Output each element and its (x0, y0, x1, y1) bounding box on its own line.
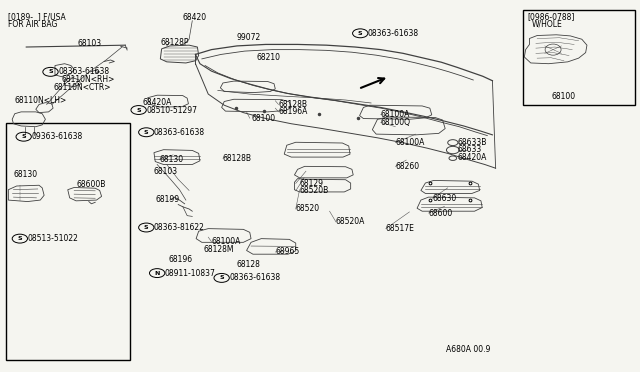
Text: 68100Q: 68100Q (381, 118, 411, 127)
Text: 99072: 99072 (237, 33, 261, 42)
Bar (523, 10, 635, 105)
Text: 68128B: 68128B (223, 154, 252, 163)
Text: S: S (220, 275, 224, 280)
Text: 68420: 68420 (182, 13, 207, 22)
Text: 08363-81622: 08363-81622 (154, 223, 205, 232)
Text: 68633: 68633 (458, 145, 482, 154)
Text: 08363-61638: 08363-61638 (368, 29, 419, 38)
Bar (6, 123, 131, 360)
Text: W/HOLE: W/HOLE (532, 19, 563, 28)
Text: 68100A: 68100A (211, 237, 241, 246)
Text: 68196: 68196 (169, 255, 193, 264)
Text: 68100A: 68100A (381, 110, 410, 119)
Text: 08911-10837: 08911-10837 (164, 269, 215, 278)
Text: FOR AIR BAG: FOR AIR BAG (8, 20, 58, 29)
Text: [0189-  ] F/USA: [0189- ] F/USA (8, 13, 66, 22)
Text: 68129: 68129 (300, 179, 324, 188)
Text: 68517E: 68517E (386, 224, 415, 233)
Text: 68128B: 68128B (278, 100, 307, 109)
Text: 68128: 68128 (237, 260, 261, 269)
Text: 68128M: 68128M (203, 244, 234, 253)
Text: S: S (358, 31, 362, 36)
Text: [0986-0788]: [0986-0788] (527, 12, 574, 21)
Text: 68420A: 68420A (143, 98, 172, 107)
Text: 68130: 68130 (13, 170, 38, 179)
Text: S: S (21, 134, 26, 139)
Text: 68103: 68103 (154, 167, 178, 176)
Text: 68110N<CTR>: 68110N<CTR> (53, 83, 111, 92)
Text: 68420A: 68420A (458, 153, 487, 161)
Text: 68260: 68260 (396, 162, 419, 171)
Text: 68128P: 68128P (161, 38, 189, 47)
Text: 68103: 68103 (77, 39, 102, 48)
Text: 08510-51297: 08510-51297 (147, 106, 197, 115)
Text: 68100A: 68100A (396, 138, 425, 147)
Text: 68600: 68600 (429, 209, 453, 218)
Text: S: S (136, 108, 141, 112)
Text: 68110N<LH>: 68110N<LH> (15, 96, 67, 105)
Text: 68520: 68520 (296, 205, 320, 214)
Text: 68600B: 68600B (76, 180, 106, 189)
Text: 68210: 68210 (256, 52, 280, 61)
Text: 68520B: 68520B (300, 186, 329, 195)
Text: 09363-61638: 09363-61638 (31, 132, 83, 141)
Text: 08363-61638: 08363-61638 (229, 273, 280, 282)
Text: N: N (154, 270, 160, 276)
Text: 68630: 68630 (433, 194, 457, 203)
Text: S: S (144, 130, 148, 135)
Text: 68199: 68199 (156, 195, 180, 204)
Text: 68100: 68100 (252, 114, 276, 123)
Text: 08513-51022: 08513-51022 (28, 234, 78, 243)
Text: S: S (48, 69, 53, 74)
Text: 68130: 68130 (159, 155, 183, 164)
Text: A680A 00.9: A680A 00.9 (447, 345, 491, 354)
Text: S: S (17, 236, 22, 241)
Text: 68633B: 68633B (458, 138, 487, 147)
Text: 68100: 68100 (551, 92, 575, 101)
Text: 68520A: 68520A (336, 218, 365, 227)
Text: S: S (144, 225, 148, 230)
Text: 68965: 68965 (275, 247, 300, 256)
Text: 08363-61638: 08363-61638 (154, 128, 205, 137)
Text: 68110N<RH>: 68110N<RH> (61, 75, 115, 84)
Text: 68196A: 68196A (278, 108, 308, 116)
Text: 08363-61638: 08363-61638 (58, 67, 109, 76)
